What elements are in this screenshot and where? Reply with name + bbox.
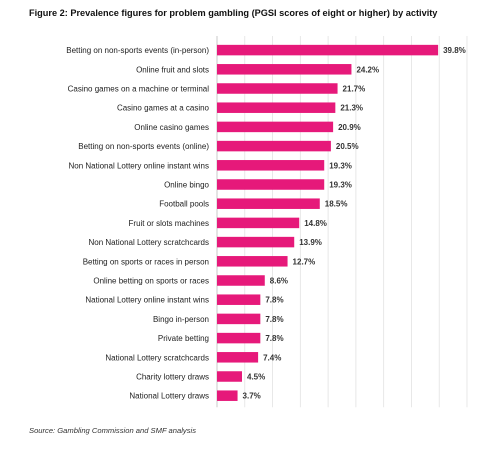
bar [217,371,242,382]
chart-title: Figure 2: Prevalence figures for problem… [29,8,438,18]
bar [217,44,439,56]
value-label: 3.7% [243,392,261,401]
value-label: 19.3% [329,181,352,190]
bar [217,83,338,94]
value-label: 14.8% [304,219,327,228]
category-labels: Betting on non-sports events (in-person)… [66,46,209,401]
category-label: Casino games on a machine or terminal [68,85,210,94]
bar [217,236,295,248]
category-label: National Lottery draws [129,392,209,401]
category-label: Bingo in-person [153,315,209,324]
category-label: Charity lottery draws [136,373,209,382]
value-label: 8.6% [270,277,288,286]
category-label: National Lottery online instant wins [85,296,209,305]
value-label: 18.5% [325,200,348,209]
category-label: Casino games at a casino [117,104,210,113]
category-label: Betting on non-sports events (online) [78,142,209,151]
value-label: 20.5% [336,142,359,151]
category-label: Online fruit and slots [136,65,209,74]
bar [217,102,336,113]
bar [217,275,265,286]
value-label: 21.7% [343,85,366,94]
bar [217,160,325,171]
bar [217,313,261,325]
bar [217,332,261,344]
category-label: Online bingo [164,181,209,190]
bars [217,44,439,401]
category-label: Non National Lottery online instant wins [68,161,209,170]
value-labels: 39.8% 24.2% 21.7% 21.3% 20.9% 20.5% 19.3% 19.3%… [243,46,466,401]
source-note: Source: Gambling Commission and SMF anal… [29,426,196,435]
bar [217,352,259,363]
value-label: 12.7% [293,257,316,266]
value-label: 7.8% [265,296,283,305]
category-label: Betting on non-sports events (in-person) [66,46,209,55]
value-label: 19.3% [329,161,352,170]
bar [217,140,331,152]
category-label: Online betting on sports or races [93,277,209,286]
bar [217,64,352,75]
value-label: 21.3% [340,104,363,113]
value-label: 4.5% [247,373,265,382]
value-label: 7.8% [265,334,283,343]
value-label: 13.9% [299,238,322,247]
bar [217,121,334,133]
bar [217,390,238,401]
category-label: Private betting [158,334,209,343]
category-label: Betting on sports or races in person [83,257,209,266]
category-label: Football pools [159,200,209,209]
value-label: 20.9% [338,123,361,132]
bar [217,256,288,267]
category-label: Fruit or slots machines [129,219,209,228]
bar [217,179,325,190]
bar [217,294,261,305]
category-label: Non National Lottery scratchcards [89,238,210,247]
bar [217,198,320,209]
value-label: 7.4% [263,353,281,362]
gridlines [216,36,468,408]
value-label: 7.8% [265,315,283,324]
category-label: National Lottery scratchcards [105,353,209,362]
category-label: Online casino games [134,123,209,132]
value-label: 24.2% [356,65,379,74]
value-label: 39.8% [443,46,466,55]
bar [217,217,300,229]
